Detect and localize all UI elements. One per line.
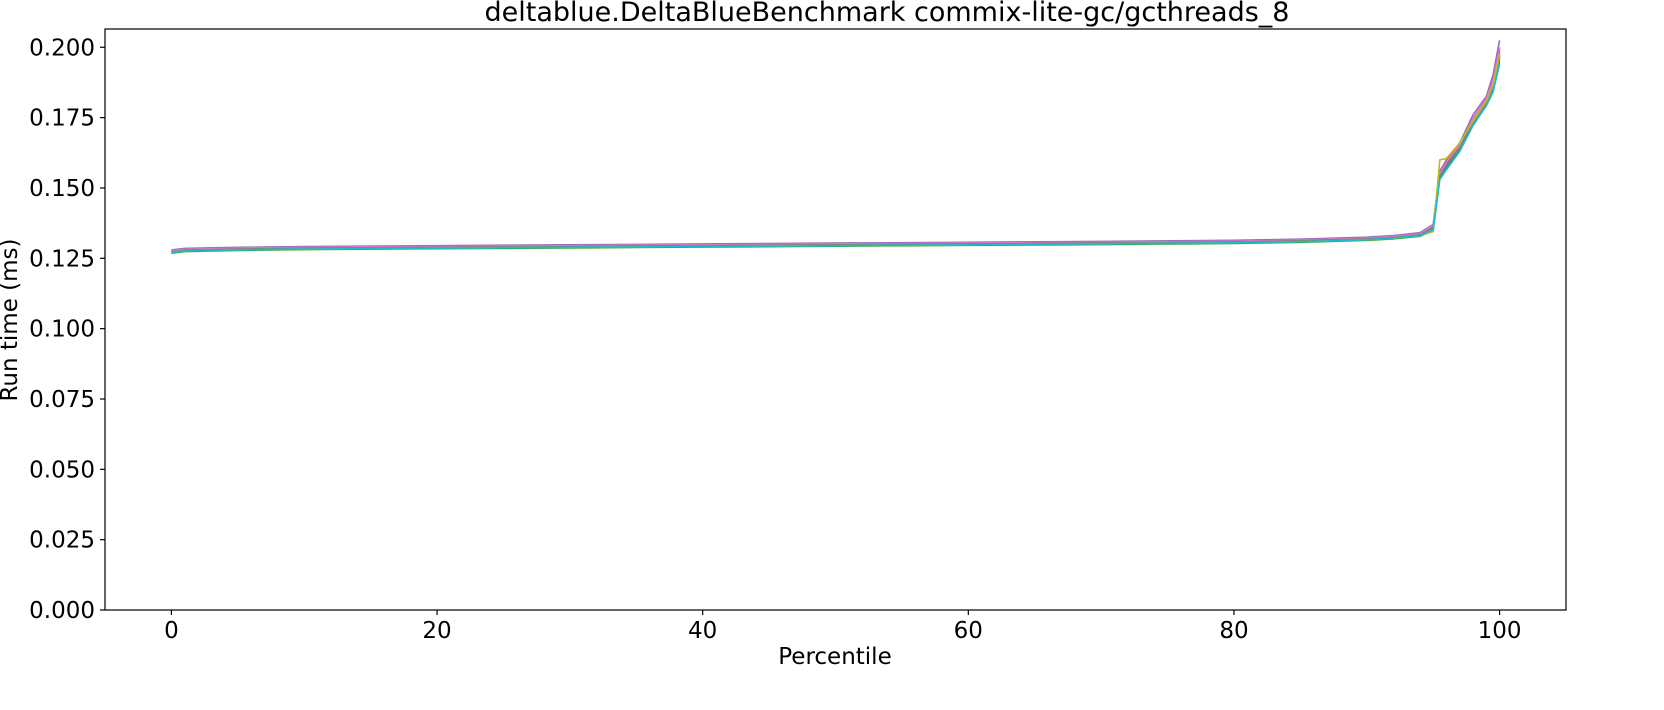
y-tick-label: 0.175 — [29, 106, 95, 132]
x-tick-label: 20 — [422, 618, 451, 644]
series-layer — [171, 40, 1501, 255]
x-axis-label: Percentile — [778, 644, 891, 670]
x-tick-label: 100 — [1478, 618, 1522, 644]
y-tick-label: 0.150 — [29, 176, 95, 202]
y-tick-label: 0.050 — [29, 457, 95, 483]
y-tick-label: 0.100 — [29, 317, 95, 343]
x-tick-label: 60 — [954, 618, 983, 644]
x-axis: 0 20 40 60 80 100 — [164, 610, 1522, 644]
y-tick-label: 0.200 — [29, 35, 95, 61]
series-line-10 — [171, 63, 1501, 254]
y-axis-label: Run time (ms) — [0, 238, 23, 401]
chart-title: deltablue.DeltaBlueBenchmark commix-lite… — [485, 0, 1290, 28]
y-tick-label: 0.000 — [29, 598, 95, 624]
series-line-5 — [171, 40, 1501, 251]
y-tick-label: 0.125 — [29, 246, 95, 272]
series-line-8 — [171, 56, 1501, 253]
x-tick-label: 80 — [1219, 618, 1248, 644]
x-tick-label: 0 — [164, 618, 179, 644]
y-tick-label: 0.075 — [29, 387, 95, 413]
y-tick-label: 0.025 — [29, 528, 95, 554]
y-axis: 0.000 0.025 0.050 0.075 0.100 0.125 0.150 0.175… — [29, 35, 105, 624]
plot-area — [105, 29, 1566, 610]
x-tick-label: 40 — [688, 618, 717, 644]
plot-frame — [104, 28, 1567, 611]
